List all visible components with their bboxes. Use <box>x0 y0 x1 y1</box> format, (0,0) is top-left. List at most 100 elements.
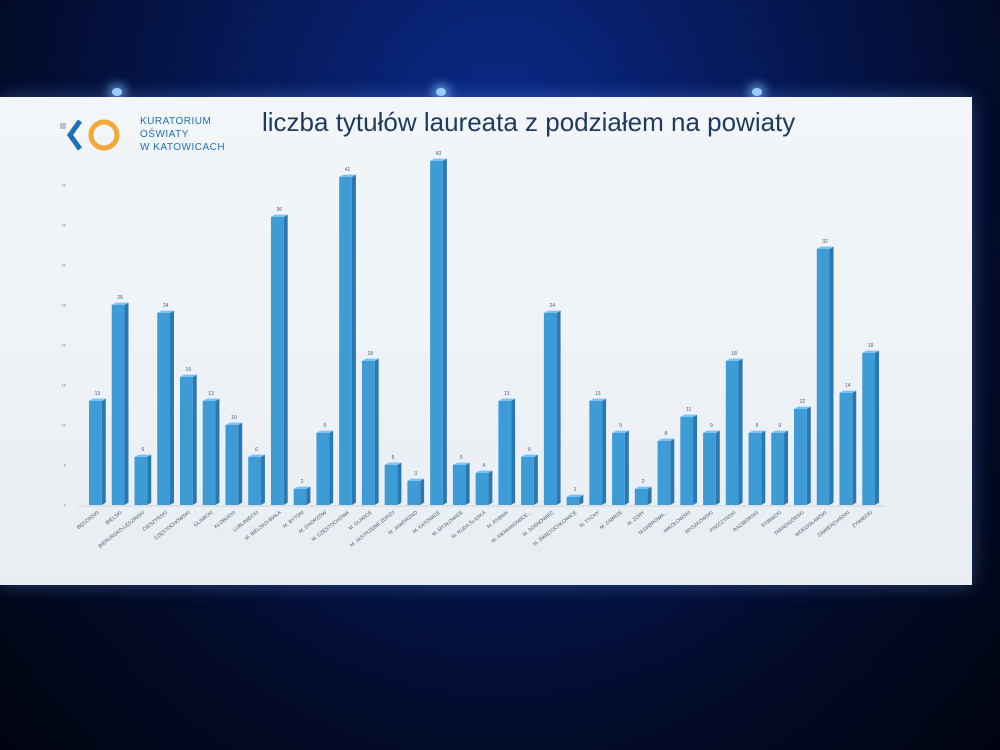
bar-group <box>134 454 152 505</box>
logo-line-2: OŚWIATY <box>140 129 189 140</box>
bar-value-label: 1 <box>574 487 577 493</box>
bar <box>293 489 307 505</box>
bar-top <box>771 430 789 433</box>
bar-side <box>260 454 265 505</box>
bar-side <box>693 414 698 505</box>
bar-value-label: 9 <box>323 423 326 429</box>
stage-light-right <box>752 88 762 96</box>
bar <box>589 401 603 505</box>
bar-side <box>806 406 811 505</box>
bar-group <box>794 406 811 505</box>
bar <box>225 425 239 505</box>
bar-side <box>351 174 356 505</box>
bar-value-label: 9 <box>756 423 759 429</box>
bar-group <box>566 494 584 505</box>
bar-value-label: 25 <box>117 295 123 301</box>
bar-top <box>361 358 379 361</box>
bar-group <box>248 454 265 505</box>
bar-side <box>238 422 243 505</box>
logo-line-1: KURATORIUM <box>140 116 212 127</box>
bar-group <box>361 358 379 505</box>
bar <box>771 433 785 505</box>
bar-side <box>624 430 629 505</box>
bar-top <box>111 302 129 305</box>
category-label: BIELSKI <box>105 510 124 526</box>
bar-group <box>475 470 493 505</box>
bar-top <box>384 462 402 465</box>
bar-group <box>612 430 629 505</box>
bar-top <box>680 414 698 417</box>
chart-title: liczba tytułów laureata z podziałem na p… <box>262 107 796 137</box>
bar <box>566 497 580 505</box>
bar-value-label: 11 <box>686 407 691 413</box>
bar-group <box>589 398 607 505</box>
bar <box>248 457 261 505</box>
bar <box>725 361 739 505</box>
bar-side <box>579 494 584 505</box>
bar-side <box>738 358 743 505</box>
bar-value-label: 6 <box>141 447 144 453</box>
y-tick-label: 40 <box>62 183 67 188</box>
bar-group <box>657 438 675 505</box>
bar-top <box>134 454 152 457</box>
bar-top <box>157 310 174 313</box>
bar-top <box>202 398 220 401</box>
bar-value-label: 4 <box>483 463 486 469</box>
bar-side <box>556 310 561 505</box>
bar-value-label: 13 <box>595 391 601 397</box>
y-tick-label: 5 <box>64 463 67 468</box>
logo-line-3: W KATOWICACH <box>140 142 226 153</box>
bar <box>430 161 443 505</box>
bar <box>816 249 830 505</box>
bar <box>407 481 421 505</box>
bar-group <box>725 358 743 505</box>
y-tick-label: 20 <box>62 343 67 348</box>
bar-value-label: 36 <box>277 207 283 213</box>
bar-group <box>816 246 834 505</box>
category-label: M. ZABRZE <box>599 509 624 531</box>
bar-group <box>680 414 698 505</box>
bar-top <box>521 454 538 457</box>
bar-side <box>442 158 447 505</box>
bar-top <box>270 214 288 217</box>
bar-side <box>465 462 470 505</box>
y-tick-label: 10 <box>62 423 67 428</box>
bar-top <box>179 374 197 377</box>
bar-group <box>862 350 879 505</box>
bar-top <box>589 398 607 401</box>
bar-group <box>202 398 220 505</box>
bar-value-label: 13 <box>95 391 101 397</box>
bar <box>498 401 512 505</box>
bar <box>634 489 648 505</box>
bar-value-label: 10 <box>231 415 237 421</box>
bar-side <box>283 214 288 505</box>
bar <box>794 409 807 505</box>
bar-side <box>784 430 789 505</box>
bar <box>748 433 762 505</box>
bar <box>862 353 875 505</box>
bar-group <box>293 486 311 505</box>
bar-top <box>657 438 675 441</box>
bar-side <box>647 486 652 505</box>
bar-top <box>816 246 834 249</box>
bar-top <box>430 158 447 161</box>
bar <box>157 313 170 505</box>
bar-side <box>215 398 220 505</box>
bar-top <box>225 422 243 425</box>
bar-value-label: 24 <box>163 303 169 309</box>
category-label: M. SIEMIANOWICE... <box>491 510 533 545</box>
bar-side <box>306 486 311 505</box>
bar-side <box>124 302 129 505</box>
ko-logo-icon <box>60 119 120 151</box>
bar-value-label: 3 <box>414 471 417 477</box>
bar-value-label: 2 <box>642 479 645 485</box>
bar <box>202 401 216 505</box>
bar-value-label: 14 <box>845 383 851 389</box>
bar-value-label: 19 <box>868 343 874 349</box>
bar <box>270 217 284 505</box>
bar <box>612 433 625 505</box>
bar <box>521 457 534 505</box>
bar <box>361 361 375 505</box>
bar-top <box>862 350 879 353</box>
stage-light-left <box>112 88 122 96</box>
